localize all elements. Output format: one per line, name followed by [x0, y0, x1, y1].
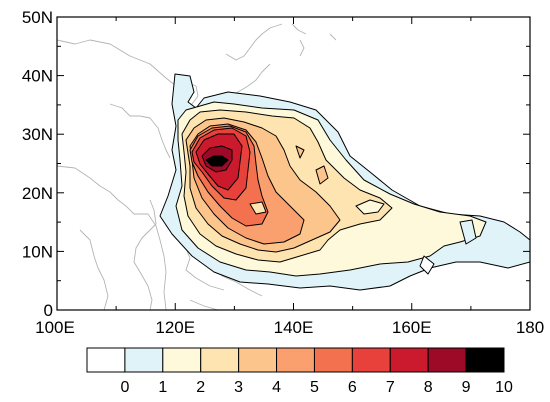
contour-hole-1: [355, 199, 385, 215]
colorbar-swatch: [276, 347, 315, 373]
colorbar-label: 1: [158, 379, 167, 396]
contour-hole-5: [295, 145, 305, 159]
lat-label: 10N: [22, 242, 53, 261]
colorbar-label: 8: [424, 379, 433, 396]
lon-label: 140E: [274, 318, 314, 337]
colorbar-label: 10: [495, 379, 513, 396]
lat-label: 30N: [22, 125, 53, 144]
colorbar-swatch: [427, 347, 467, 373]
contour-hole-4: [419, 255, 435, 275]
lat-label: 50N: [22, 8, 53, 27]
lon-label: 120E: [155, 318, 195, 337]
lat-label: 0: [44, 301, 53, 320]
colorbar-label: 3: [234, 379, 243, 396]
contour-hole-3: [459, 219, 477, 245]
lon-label: 180: [516, 318, 544, 337]
colorbar-label: 0: [120, 379, 129, 396]
colorbar-swatch: [124, 347, 164, 373]
colorbar-label: 2: [196, 379, 205, 396]
colorbar-label: 6: [348, 379, 357, 396]
lat-label: 40N: [22, 67, 53, 86]
colorbar-swatch: [86, 347, 126, 373]
colorbar-swatch: [313, 347, 353, 373]
colorbar-label: 4: [272, 379, 281, 396]
lon-label: 100E: [35, 318, 75, 337]
lon-label: 160E: [392, 318, 432, 337]
contour-hole-6: [249, 201, 267, 215]
lat-label: 20N: [22, 184, 53, 203]
colorbar-swatch: [351, 347, 391, 373]
colorbar-label: 9: [462, 379, 471, 396]
colorbar-label: 7: [386, 379, 395, 396]
contour-hole-2: [315, 165, 329, 185]
contour-level-10: [205, 155, 229, 167]
colorbar-swatch: [465, 347, 505, 373]
colorbar: 0 1 2 3 4 5 6 7 8 9 10: [86, 347, 513, 396]
colorbar-swatch: [200, 347, 240, 373]
colorbar-label: 5: [310, 379, 319, 396]
contour-fills: [159, 73, 530, 291]
colorbar-swatch: [238, 347, 278, 373]
colorbar-swatch: [389, 347, 429, 373]
colorbar-swatch: [162, 347, 202, 373]
